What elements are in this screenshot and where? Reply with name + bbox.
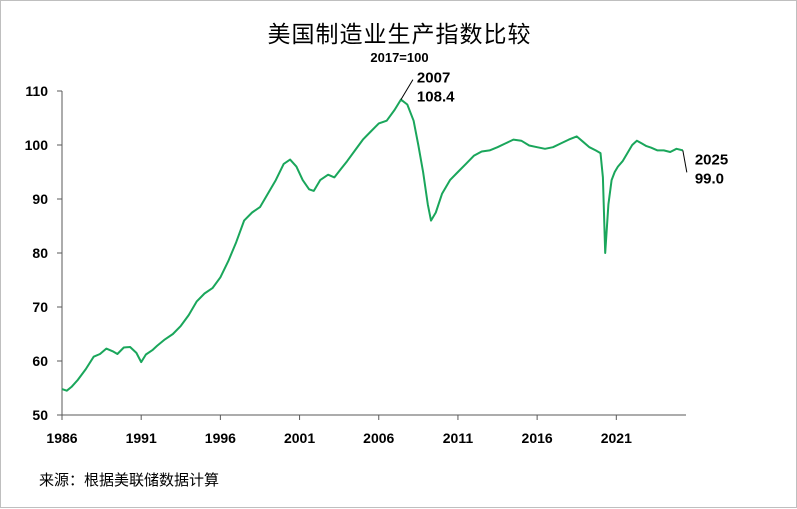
x-tick-label: 2021 [601,430,632,446]
series-group [61,98,684,392]
y-tick-labels: 50 60 70 80 90 100 110 [25,83,49,423]
annotation-year: 2007 [417,70,450,87]
x-tick-label: 1991 [126,430,157,446]
x-tick-label: 2011 [443,430,474,446]
annotation-leader [400,79,414,100]
x-tick-labels: 1986 1991 1996 2001 2006 2011 2016 2021 [46,430,632,446]
series-line [61,98,684,392]
y-tick-label: 50 [32,407,48,423]
y-tick-label: 110 [25,83,48,99]
chart-title: 美国制造业生产指数比较 [267,22,532,48]
annotation-value: 108.4 [417,89,455,106]
annotation-leader [682,150,688,173]
y-tick-label: 60 [32,353,48,369]
chart-subtitle: 2017=100 [370,50,429,65]
y-tick-label: 100 [25,137,49,153]
annotation-value: 99.0 [695,170,724,187]
x-tick-label: 2016 [522,430,553,446]
x-tick-label: 1986 [46,430,77,446]
y-tick-label: 90 [32,191,48,207]
source-note: 来源：根据美联储数据计算 [39,471,220,489]
y-tick-label: 80 [32,245,48,261]
x-tick-label: 1996 [205,430,236,446]
annotations: 2007 108.4 2025 99.0 [400,70,728,187]
y-tick-label: 70 [32,299,48,315]
axes [57,90,686,420]
x-tick-label: 2006 [363,430,394,446]
x-tick-label: 2001 [284,430,315,446]
annotation-year: 2025 [695,151,728,168]
